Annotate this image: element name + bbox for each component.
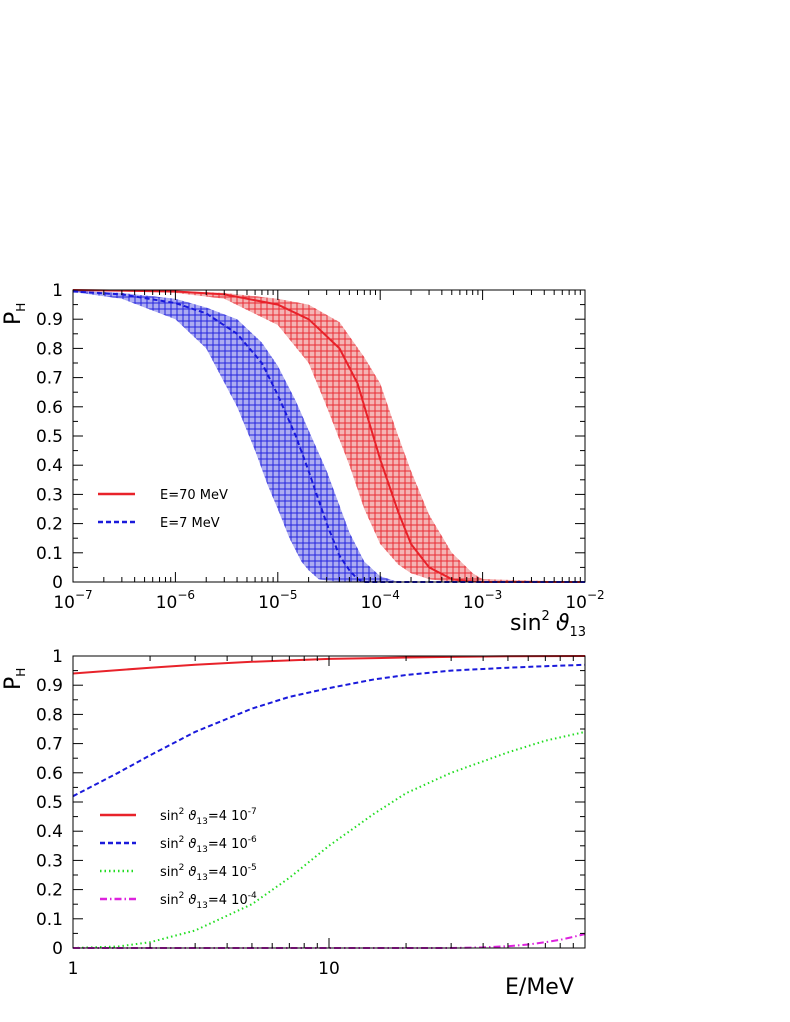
top-y-tick-label: 0.5 [36, 427, 63, 447]
top-legend: E=70 MeV E=7 MeV [98, 488, 228, 531]
top-x-tick-label: 10−7 [53, 588, 92, 613]
top-y-tick-label: 0 [52, 573, 63, 593]
curve-series-4 [73, 933, 586, 949]
top-y-axis-label-sub: H [14, 303, 28, 312]
top-y-tick-label: 0.6 [36, 398, 63, 418]
bottom-x-tick-label: 1 [68, 959, 79, 979]
top-x-tick-label: 10−2 [565, 588, 604, 613]
band-e7 [73, 290, 585, 582]
curve-e7 [72, 290, 585, 583]
bottom-y-tick-label: 0.7 [36, 735, 63, 755]
top-y-tick-label: 0.2 [36, 515, 63, 535]
bottom-y-tick-label: 0.1 [36, 910, 63, 930]
legend-label-series-3: sin2 ϑ13=4 10-5 [160, 863, 257, 883]
bottom-y-tick-label: 0 [52, 939, 63, 959]
top-x-tick-label: 10−3 [463, 588, 502, 613]
legend-label-e7: E=7 MeV [160, 516, 220, 531]
legend-label-series-4: sin2 ϑ13=4 10-4 [160, 891, 257, 911]
bottom-y-axis-label: PH [1, 668, 28, 690]
top-axis-ticks: 0 0.1 0.2 0.3 0.4 0.5 0.6 0.7 0.8 0.9 1 10−7 10−6 10−… [36, 281, 605, 613]
bottom-y-tick-label: 0.8 [36, 705, 63, 725]
bottom-plot-frame [72, 655, 586, 949]
bottom-y-tick-label: 0.4 [36, 822, 63, 842]
band-e70 [73, 290, 585, 582]
curve-series-3 [72, 730, 586, 949]
top-y-tick-label: 0.7 [36, 369, 63, 389]
top-x-tick-label: 10−4 [361, 588, 400, 613]
top-y-tick-label: 0.1 [36, 544, 63, 564]
top-y-tick-label: 0.9 [36, 310, 63, 330]
top-y-tick-label: 0.4 [36, 456, 63, 476]
bottom-y-axis-label-sub: H [14, 668, 28, 677]
bottom-y-tick-label: 1 [52, 647, 63, 667]
top-y-tick-label: 1 [52, 281, 63, 301]
central-curves [72, 289, 585, 583]
curve-e70 [72, 289, 585, 583]
bottom-y-tick-label: 0.9 [36, 676, 63, 696]
legend-label-e70: E=70 MeV [160, 488, 228, 503]
top-y-tick-label: 0.3 [36, 485, 63, 505]
curve-series-2 [72, 663, 586, 798]
bottom-panel: 0 0.1 0.2 0.3 0.4 0.5 0.6 0.7 0.8 0.9 1 1 10 PH E/Me… [1, 647, 586, 1000]
uncertainty-bands [73, 290, 585, 582]
bottom-y-tick-label: 0.3 [36, 851, 63, 871]
bottom-legend: sin2 ϑ13=4 10-7 sin2 ϑ13=4 10-6 sin2 ϑ13=4 10… [100, 807, 257, 911]
top-panel: 0 0.1 0.2 0.3 0.4 0.5 0.6 0.7 0.8 0.9 1 10−7 10−6 10−… [1, 281, 605, 640]
top-plot-frame [72, 289, 586, 583]
bottom-x-axis-label: E/MeV [505, 975, 574, 1000]
legend-label-series-1: sin2 ϑ13=4 10-7 [160, 807, 257, 827]
top-y-axis-label: PH [1, 303, 28, 325]
bottom-x-tick-label: 10 [318, 959, 340, 979]
top-x-axis-label: sin2 ϑ13 [510, 609, 586, 640]
bottom-y-tick-label: 0.5 [36, 793, 63, 813]
bottom-y-tick-label: 0.2 [36, 881, 63, 901]
legend-label-series-2: sin2 ϑ13=4 10-6 [160, 835, 257, 855]
probability-curves [72, 655, 586, 949]
top-x-tick-label: 10−6 [156, 588, 195, 613]
top-x-tick-label: 10−5 [258, 588, 297, 613]
bottom-y-tick-label: 0.6 [36, 764, 63, 784]
top-y-tick-label: 0.8 [36, 339, 63, 359]
bottom-axis-ticks: 0 0.1 0.2 0.3 0.4 0.5 0.6 0.7 0.8 0.9 1 1 10 [36, 647, 586, 979]
